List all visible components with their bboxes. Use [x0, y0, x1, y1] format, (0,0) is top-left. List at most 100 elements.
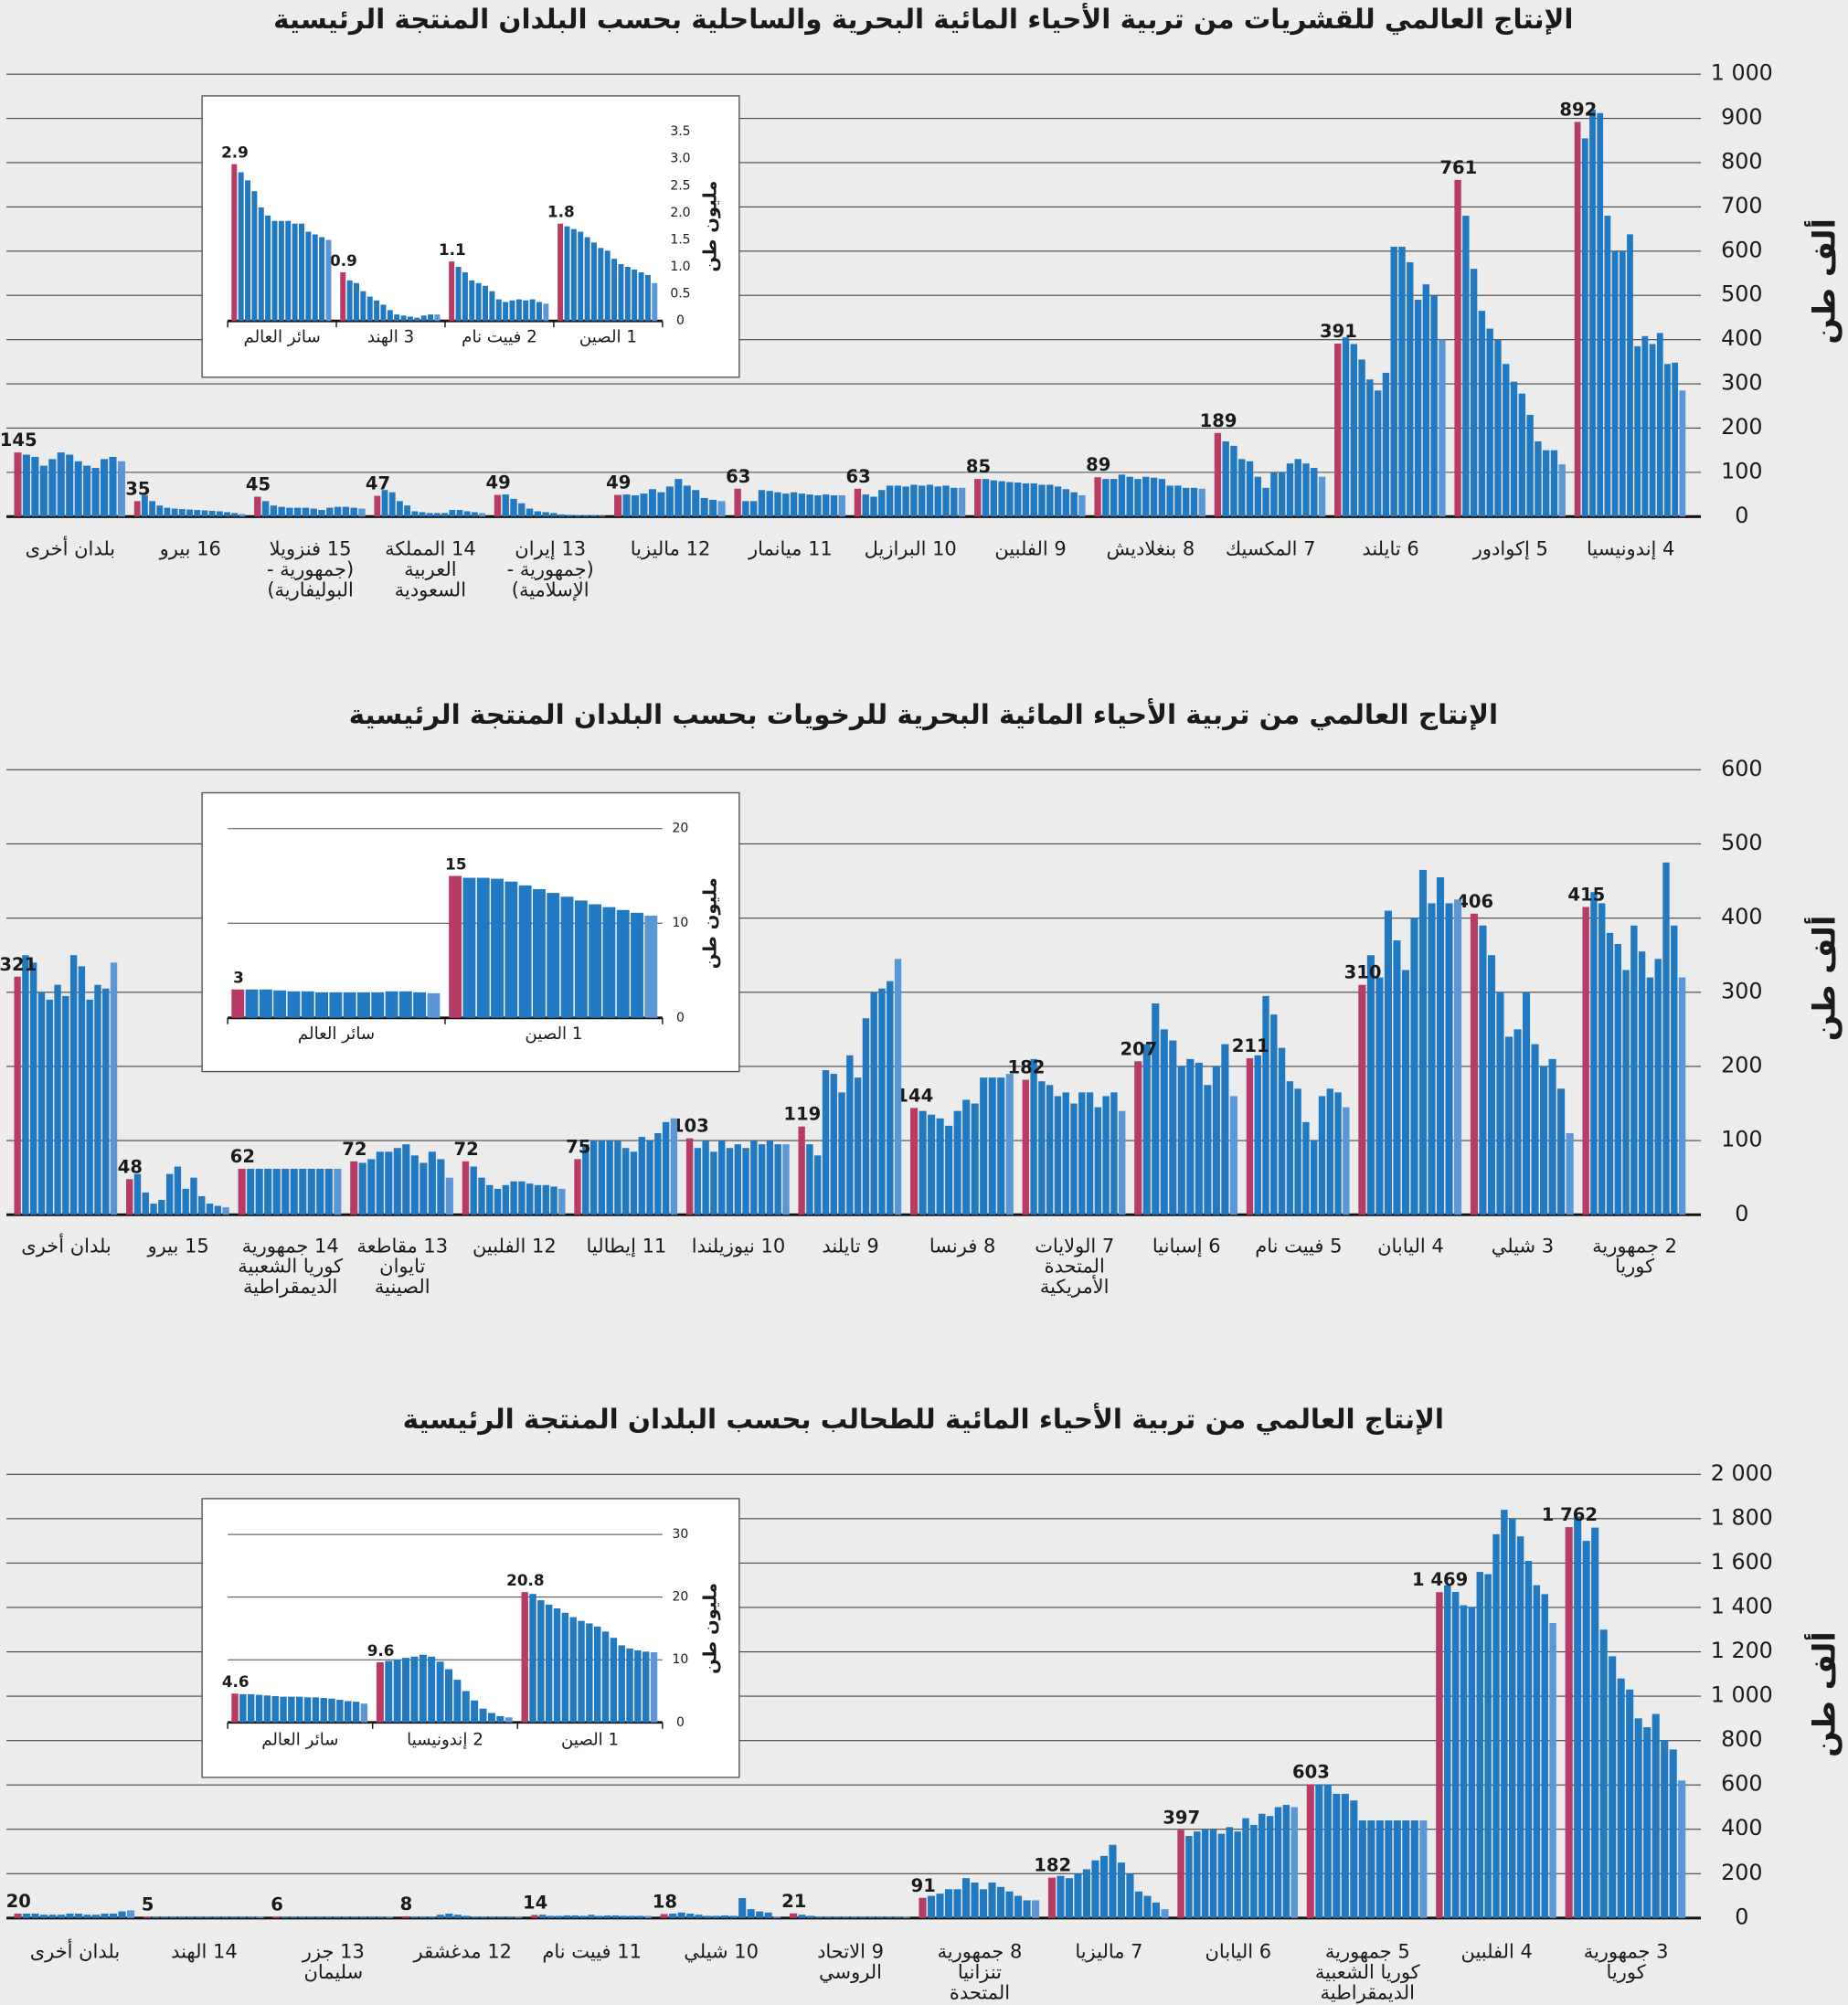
bar	[1278, 472, 1286, 517]
value-label: 21	[781, 1891, 806, 1912]
bar	[1652, 1713, 1660, 1918]
bar	[1494, 339, 1502, 517]
bar	[894, 485, 902, 517]
bar	[833, 1916, 841, 1918]
bar	[1166, 485, 1174, 517]
y-tick-label: 500	[1721, 830, 1762, 855]
value-label: 0.9	[330, 251, 357, 270]
inset-y-tick-label: 1.0	[670, 260, 690, 274]
bar	[420, 1162, 428, 1215]
bar	[622, 494, 631, 517]
bar	[1226, 1827, 1234, 1918]
bar	[1070, 492, 1078, 517]
bar	[642, 1651, 650, 1723]
bar	[487, 1713, 495, 1723]
bar	[57, 1915, 66, 1918]
bar	[319, 237, 325, 322]
bar	[352, 1702, 360, 1723]
bar	[83, 1915, 91, 1918]
bar	[1597, 112, 1604, 517]
category-label: 4 اليابان	[1377, 1235, 1444, 1257]
bar	[1581, 138, 1588, 517]
bar	[611, 1915, 620, 1918]
bar	[344, 1701, 352, 1723]
inset-y-tick-label: 20	[673, 1590, 689, 1605]
category-label: البوليفارية)	[267, 578, 353, 600]
bar	[479, 1708, 487, 1723]
y-tick-label: 400	[1721, 325, 1762, 351]
bar	[462, 1915, 471, 1918]
bar	[1606, 932, 1614, 1215]
value-label: 207	[1120, 1038, 1157, 1059]
bar	[195, 1916, 203, 1918]
bar	[862, 1018, 870, 1215]
bar	[1198, 488, 1205, 517]
bar	[78, 966, 86, 1215]
bar	[582, 1144, 589, 1215]
category-label: 10 نيوزيلندا	[692, 1235, 785, 1257]
bar	[1622, 970, 1630, 1215]
bar	[350, 1916, 358, 1918]
bar	[926, 484, 934, 517]
bar	[1102, 1096, 1110, 1215]
inset-y-axis-title: مليون طن	[700, 181, 721, 272]
bar	[758, 1144, 766, 1215]
bar	[263, 1695, 271, 1723]
bar	[94, 984, 101, 1215]
bar	[171, 508, 178, 517]
bar	[201, 510, 208, 517]
value-label: 49	[486, 472, 511, 493]
bar	[539, 1915, 547, 1918]
bar	[529, 299, 536, 322]
bar	[558, 223, 564, 322]
bar	[258, 207, 264, 322]
bar	[177, 1916, 186, 1918]
bar	[1214, 432, 1222, 517]
bar	[515, 1916, 523, 1918]
bar	[814, 495, 822, 517]
bar	[214, 1205, 222, 1215]
bar	[1462, 216, 1470, 517]
bar	[229, 1916, 239, 1918]
category-label: 8 فرنسا	[929, 1235, 996, 1257]
bar	[1177, 1066, 1185, 1215]
bar	[86, 999, 93, 1215]
y-axis-title: ألف طن	[1804, 1631, 1843, 1757]
bar	[292, 223, 298, 322]
bar	[1366, 379, 1374, 517]
bar	[1259, 1813, 1266, 1918]
bar	[902, 486, 909, 517]
bar	[1460, 1605, 1468, 1918]
bar	[558, 1188, 566, 1215]
category-label: 7 ماليزيا	[1075, 1941, 1142, 1963]
bar	[1599, 1629, 1608, 1918]
bar	[1604, 216, 1611, 517]
bar	[961, 1878, 971, 1918]
category-label: المتحدة	[1045, 1256, 1105, 1278]
bar	[936, 1118, 944, 1215]
y-tick-label: 2 000	[1711, 1460, 1773, 1486]
bar	[14, 976, 21, 1215]
bar	[622, 1148, 630, 1215]
bar	[518, 885, 532, 1018]
bar	[1099, 1855, 1109, 1918]
category-label: 1 الصين	[579, 327, 637, 346]
bar	[325, 239, 332, 322]
bar	[333, 1916, 341, 1918]
category-label: 6 اليابان	[1205, 1941, 1272, 1963]
bar	[870, 992, 877, 1215]
bar	[611, 259, 618, 322]
category-label: 13 مقاطعة	[356, 1235, 448, 1257]
category-label: بلدان أخرى	[26, 536, 115, 560]
category-label: 13 جزر	[302, 1941, 365, 1963]
bar	[610, 1638, 618, 1723]
y-tick-label: 600	[1721, 237, 1762, 262]
bar	[367, 1159, 376, 1215]
bar	[726, 1148, 734, 1215]
bar	[638, 271, 644, 322]
value-label: 6	[271, 1894, 283, 1915]
bar	[441, 513, 448, 517]
bar	[1436, 1592, 1443, 1918]
bar	[1669, 1749, 1677, 1918]
